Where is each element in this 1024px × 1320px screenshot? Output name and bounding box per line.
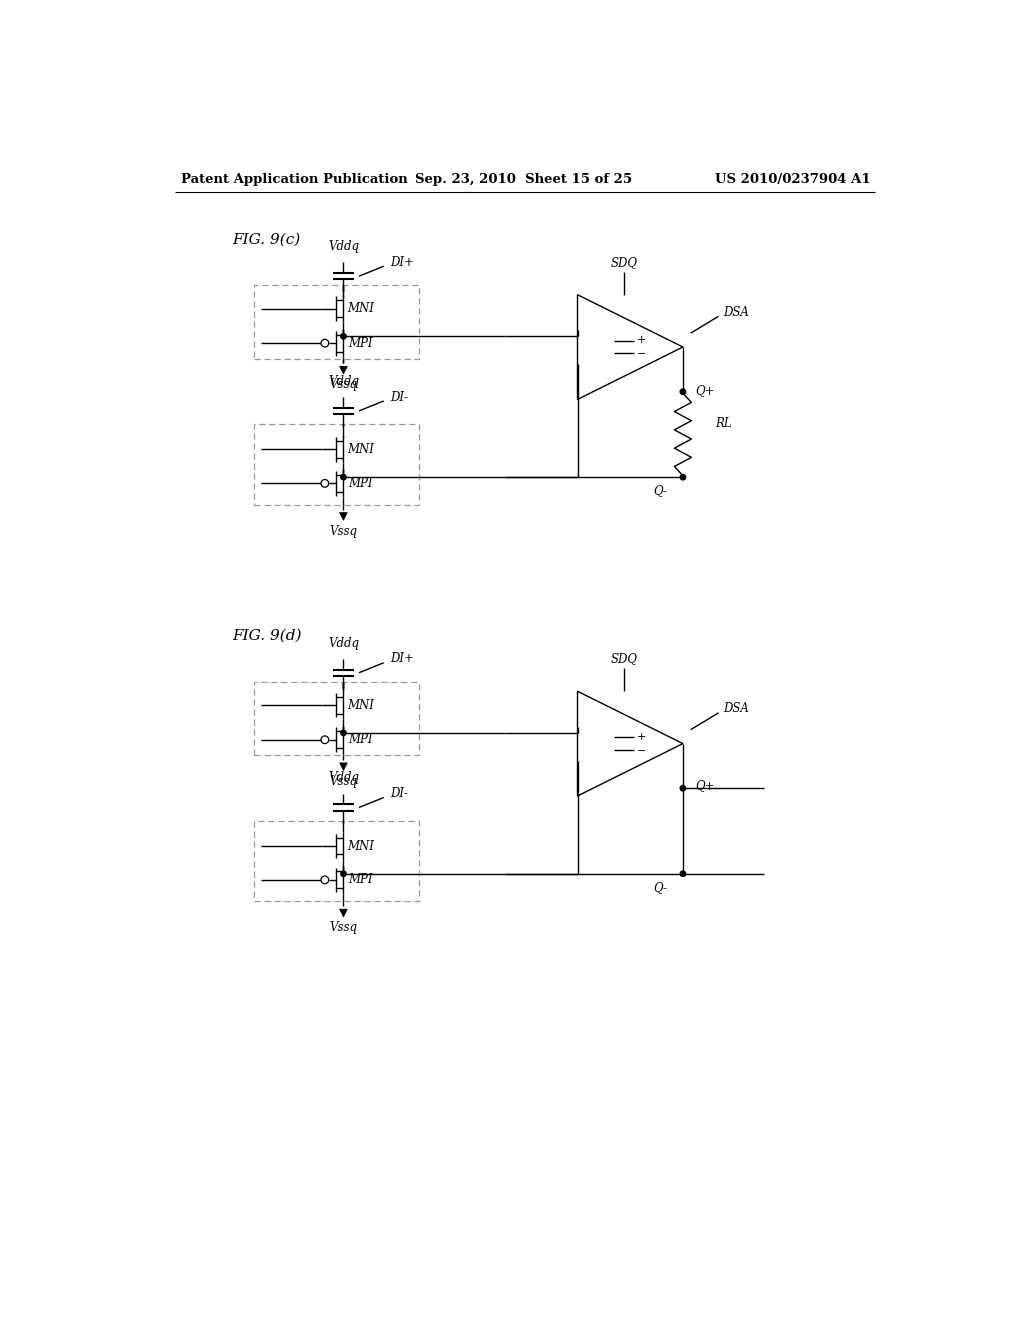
Text: MPI: MPI [348, 477, 373, 490]
Text: RL: RL [716, 417, 732, 430]
Text: DI+: DI+ [390, 652, 414, 665]
Text: MNI: MNI [347, 698, 374, 711]
Polygon shape [340, 763, 347, 771]
Circle shape [341, 474, 346, 480]
Text: MNI: MNI [347, 444, 374, 455]
Text: Vddq: Vddq [328, 636, 359, 649]
Text: Patent Application Publication: Patent Application Publication [180, 173, 408, 186]
Text: Q-: Q- [653, 484, 668, 498]
Text: Q+: Q+ [695, 779, 715, 792]
Circle shape [321, 876, 329, 884]
Text: Vddq: Vddq [328, 240, 359, 253]
Text: Vssq: Vssq [330, 921, 357, 935]
Circle shape [680, 785, 686, 791]
Text: Q-: Q- [653, 880, 668, 894]
Polygon shape [340, 367, 347, 374]
Text: FIG. 9(c): FIG. 9(c) [232, 232, 301, 247]
Text: DSA: DSA [723, 306, 750, 319]
Text: Q+: Q+ [695, 384, 715, 397]
Circle shape [341, 871, 346, 876]
Polygon shape [340, 512, 347, 520]
Text: +: + [636, 731, 646, 742]
Circle shape [321, 737, 329, 743]
Text: −: − [636, 746, 646, 755]
Circle shape [321, 339, 329, 347]
Circle shape [341, 730, 346, 735]
Circle shape [341, 334, 346, 339]
Polygon shape [340, 909, 347, 917]
Text: DI-: DI- [390, 787, 408, 800]
Circle shape [680, 389, 686, 395]
Text: DI-: DI- [390, 391, 408, 404]
Text: MNI: MNI [347, 840, 374, 853]
Text: FIG. 9(d): FIG. 9(d) [232, 628, 302, 643]
Text: MNI: MNI [347, 302, 374, 315]
Text: Vssq: Vssq [330, 775, 357, 788]
Text: Vssq: Vssq [330, 379, 357, 391]
Text: MPI: MPI [348, 337, 373, 350]
Text: −: − [636, 348, 646, 359]
Text: MPI: MPI [348, 874, 373, 887]
Text: DSA: DSA [723, 702, 750, 715]
Text: DI+: DI+ [390, 256, 414, 269]
Text: MPI: MPI [348, 733, 373, 746]
Text: US 2010/0237904 A1: US 2010/0237904 A1 [715, 173, 870, 186]
Circle shape [321, 479, 329, 487]
Text: Vddq: Vddq [328, 771, 359, 784]
Text: SDQ: SDQ [610, 652, 638, 665]
Circle shape [680, 474, 686, 480]
Text: Vssq: Vssq [330, 524, 357, 537]
Text: +: + [636, 335, 646, 345]
Text: Sep. 23, 2010  Sheet 15 of 25: Sep. 23, 2010 Sheet 15 of 25 [415, 173, 632, 186]
Text: SDQ: SDQ [610, 256, 638, 269]
Circle shape [680, 871, 686, 876]
Text: Vddq: Vddq [328, 375, 359, 388]
